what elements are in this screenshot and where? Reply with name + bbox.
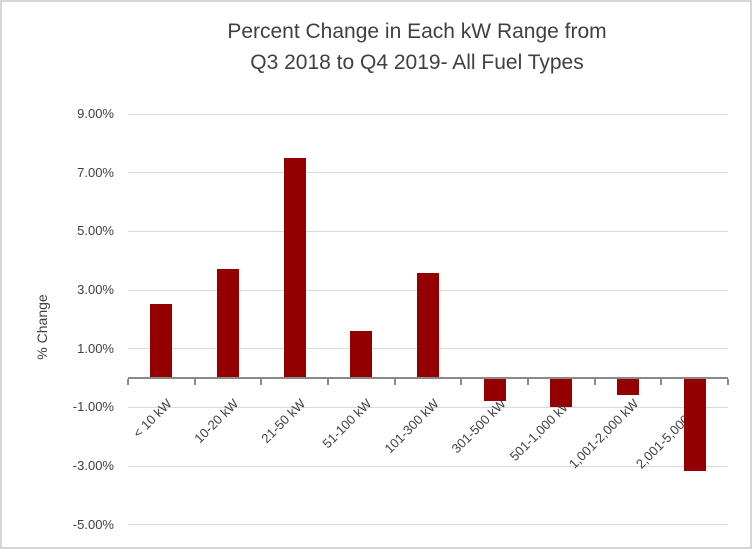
x-category-label: < 10 kW bbox=[130, 396, 175, 441]
x-category-label: 301-500 kW bbox=[448, 396, 509, 457]
chart-title-line-2: Q3 2018 to Q4 2019- All Fuel Types bbox=[250, 51, 584, 74]
y-tick-label: 5.00% bbox=[77, 223, 114, 239]
x-tick bbox=[193, 378, 196, 385]
x-tick bbox=[260, 378, 263, 385]
chart-title: Percent Change in Each kW Range from Q3 … bbox=[82, 16, 752, 78]
gridline bbox=[128, 406, 728, 408]
bar-10-20-kw bbox=[217, 269, 239, 378]
x-tick bbox=[593, 378, 596, 385]
x-tick bbox=[527, 378, 529, 385]
gridline bbox=[128, 524, 728, 526]
y-tick-label: -1.00% bbox=[72, 399, 114, 415]
x-tick bbox=[327, 378, 329, 385]
x-category-label: 51-100 kW bbox=[319, 396, 375, 452]
gridline bbox=[128, 465, 728, 467]
y-tick-label: -3.00% bbox=[72, 458, 114, 473]
x-category-label: 101-300 kW bbox=[381, 396, 442, 457]
x-tick bbox=[127, 378, 129, 385]
x-tick bbox=[660, 378, 663, 385]
gridline bbox=[128, 172, 728, 174]
x-tick bbox=[393, 378, 396, 385]
x-tick bbox=[727, 378, 729, 385]
chart-title-line-1: Percent Change in Each kW Range from bbox=[227, 20, 607, 43]
gridline bbox=[128, 113, 728, 115]
y-tick-label: 3.00% bbox=[77, 282, 114, 297]
x-category-label: 10-20 kW bbox=[191, 396, 242, 446]
bar-1-001-2-000-kw bbox=[617, 377, 639, 396]
bar-101-300-kw bbox=[417, 273, 439, 378]
bar-21-50-kw bbox=[283, 157, 306, 378]
bar-501-1-000-kw bbox=[550, 377, 573, 407]
gridline bbox=[128, 230, 728, 232]
x-axis-line bbox=[128, 376, 728, 379]
y-tick-label: 9.00% bbox=[77, 106, 114, 121]
x-category-label: 21-50 kW bbox=[258, 396, 309, 446]
y-tick-label: -5.00% bbox=[72, 516, 114, 532]
bar-2-001-5-000-kw bbox=[683, 377, 706, 472]
bar-51-100-kw bbox=[350, 330, 373, 378]
y-tick-label: 1.00% bbox=[77, 340, 114, 356]
y-tick-label: 7.00% bbox=[77, 164, 114, 180]
x-tick bbox=[460, 378, 463, 385]
bar-301-500-kw bbox=[483, 377, 506, 401]
bar-10-kw bbox=[150, 304, 173, 378]
